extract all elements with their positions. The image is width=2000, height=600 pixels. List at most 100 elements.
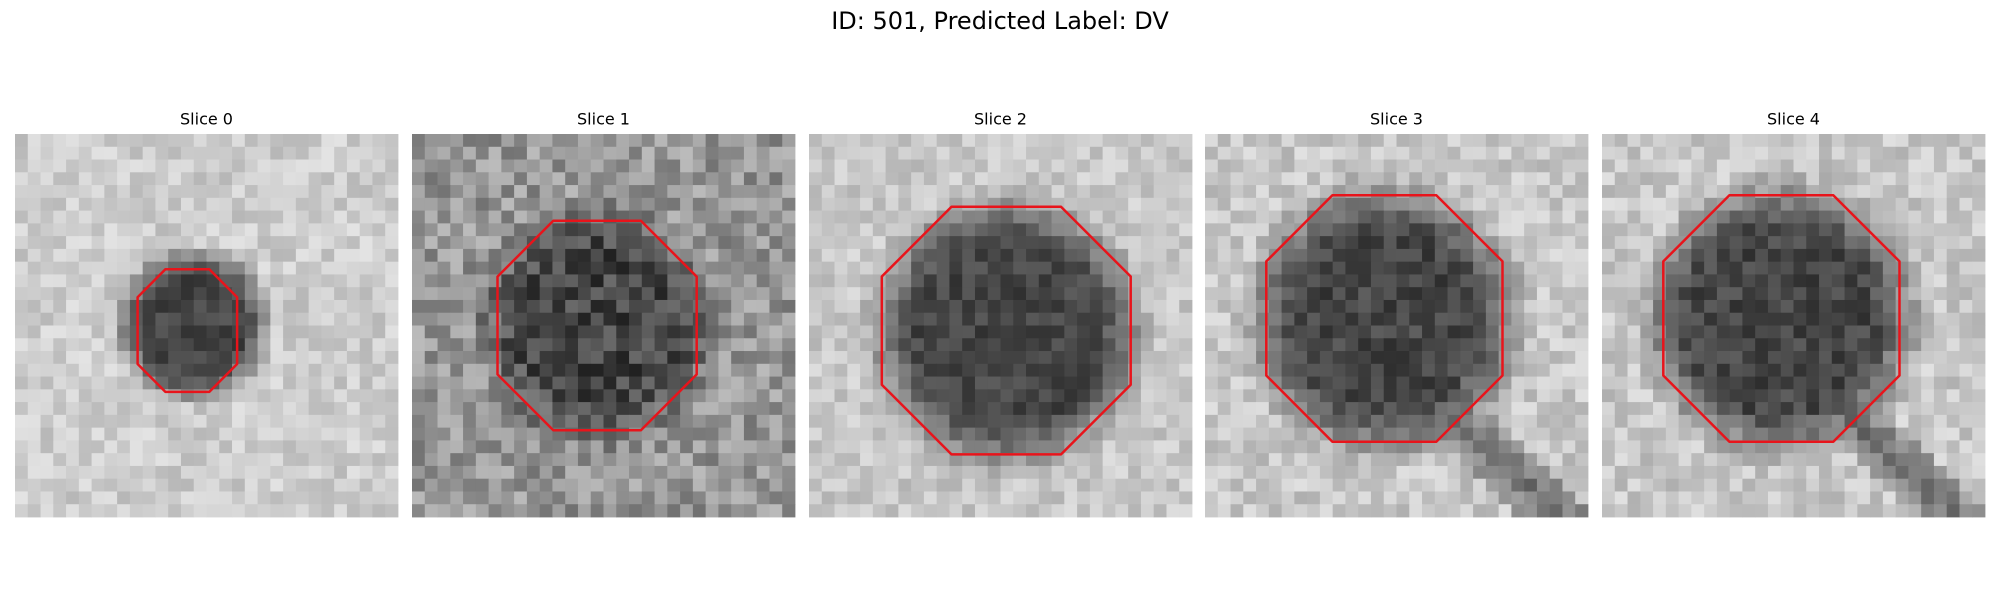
pixel xyxy=(206,325,220,339)
pixel xyxy=(821,134,835,148)
pixel xyxy=(359,287,373,301)
pixel xyxy=(577,236,592,250)
pixel xyxy=(667,210,681,224)
pixel xyxy=(1511,389,1525,403)
pixel xyxy=(705,248,719,263)
pixel xyxy=(437,465,451,480)
pixel xyxy=(1716,402,1731,416)
pixel xyxy=(1307,210,1321,224)
pixel xyxy=(1268,402,1282,416)
pixel xyxy=(834,134,848,148)
pixel xyxy=(1345,478,1359,492)
pixel xyxy=(667,351,681,365)
pixel xyxy=(1473,325,1487,339)
pixel xyxy=(232,223,246,237)
pixel xyxy=(1383,338,1397,352)
pixel xyxy=(1946,363,1960,377)
pixel xyxy=(1524,376,1538,390)
pixel xyxy=(743,210,758,224)
pixel xyxy=(1895,146,1909,160)
pixel xyxy=(1511,402,1525,416)
pixel xyxy=(603,236,617,250)
pixel xyxy=(1064,236,1078,250)
pixel xyxy=(1409,223,1423,237)
pixel xyxy=(552,504,566,518)
pixel xyxy=(244,197,258,211)
pixel xyxy=(1396,299,1410,314)
pixel xyxy=(667,185,681,199)
pixel xyxy=(1895,414,1909,429)
pixel xyxy=(437,312,451,326)
pixel xyxy=(1716,223,1731,237)
pixel xyxy=(1345,159,1359,173)
pixel xyxy=(359,236,373,250)
pixel xyxy=(1524,261,1538,275)
pixel xyxy=(1729,261,1743,275)
pixel xyxy=(552,248,566,263)
pixel xyxy=(206,363,220,377)
pixel xyxy=(1205,248,1219,263)
pixel xyxy=(1000,351,1014,365)
pixel xyxy=(1640,172,1654,186)
pixel xyxy=(1230,287,1244,301)
pixel xyxy=(974,325,989,339)
pixel xyxy=(1653,402,1667,416)
pixel xyxy=(1358,504,1372,518)
pixel xyxy=(424,274,438,288)
pixel xyxy=(1013,223,1027,237)
pixel xyxy=(1524,351,1538,365)
pixel xyxy=(180,248,195,263)
pixel xyxy=(1370,376,1385,390)
pixel xyxy=(1959,351,1973,365)
pixel xyxy=(346,134,361,148)
pixel xyxy=(359,389,373,403)
pixel xyxy=(1307,248,1321,263)
pixel xyxy=(1844,504,1858,518)
pixel xyxy=(782,414,796,429)
pixel xyxy=(1434,223,1448,237)
pixel xyxy=(295,299,310,314)
pixel xyxy=(834,274,848,288)
pixel xyxy=(437,440,451,454)
pixel xyxy=(1716,389,1731,403)
pixel xyxy=(1307,197,1321,211)
pixel xyxy=(1064,287,1078,301)
pixel xyxy=(705,402,719,416)
pixel xyxy=(974,312,989,326)
pixel xyxy=(1602,172,1616,186)
pixel xyxy=(1729,504,1743,518)
pixel xyxy=(872,504,886,518)
pixel xyxy=(1000,338,1014,352)
pixel xyxy=(219,248,233,263)
pixel xyxy=(1332,504,1346,518)
pixel xyxy=(1767,325,1782,339)
pixel xyxy=(1536,389,1551,403)
pixel xyxy=(1205,351,1219,365)
pixel xyxy=(1665,504,1679,518)
pixel xyxy=(1831,402,1845,416)
pixel xyxy=(577,389,592,403)
pixel xyxy=(911,440,925,454)
pixel xyxy=(1396,312,1410,326)
pixel xyxy=(552,185,566,199)
pixel xyxy=(936,338,950,352)
pixel xyxy=(1345,299,1359,314)
panel-title: Slice 4 xyxy=(1767,110,1820,129)
pixel xyxy=(193,236,207,250)
pixel xyxy=(412,351,426,365)
pixel xyxy=(1549,261,1563,275)
pixel xyxy=(385,299,399,314)
pixel xyxy=(731,376,745,390)
pixel xyxy=(1230,223,1244,237)
pixel xyxy=(142,440,156,454)
pixel xyxy=(1205,465,1219,480)
pixel xyxy=(155,325,169,339)
pixel xyxy=(1729,427,1743,441)
pixel xyxy=(66,478,80,492)
pixel xyxy=(1434,325,1448,339)
pixel xyxy=(1051,274,1065,288)
pixel xyxy=(526,478,541,492)
pixel xyxy=(1665,185,1679,199)
pixel xyxy=(885,376,899,390)
pixel xyxy=(142,134,156,148)
